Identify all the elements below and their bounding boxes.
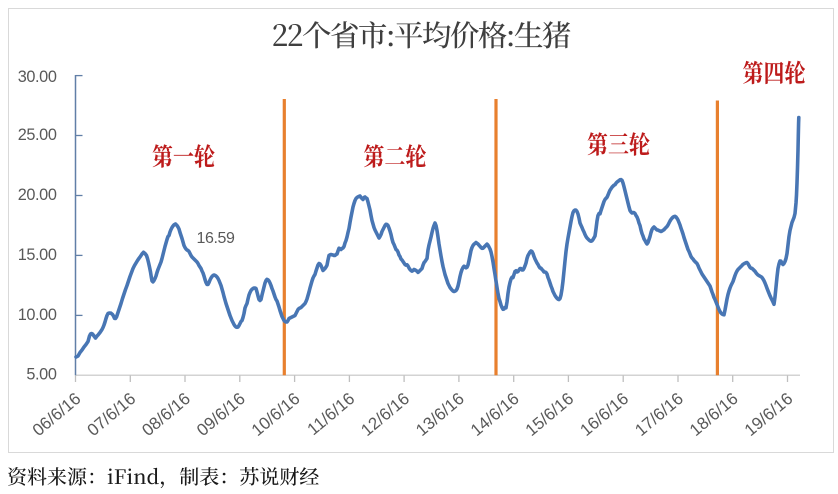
svg-text:25.00: 25.00	[18, 126, 57, 144]
svg-text:15.00: 15.00	[18, 246, 57, 264]
svg-text:30.00: 30.00	[18, 68, 57, 86]
svg-text:10.00: 10.00	[18, 306, 57, 324]
svg-text:5.00: 5.00	[26, 366, 56, 384]
svg-text:20.00: 20.00	[18, 186, 57, 204]
svg-text:16.59: 16.59	[197, 230, 236, 247]
